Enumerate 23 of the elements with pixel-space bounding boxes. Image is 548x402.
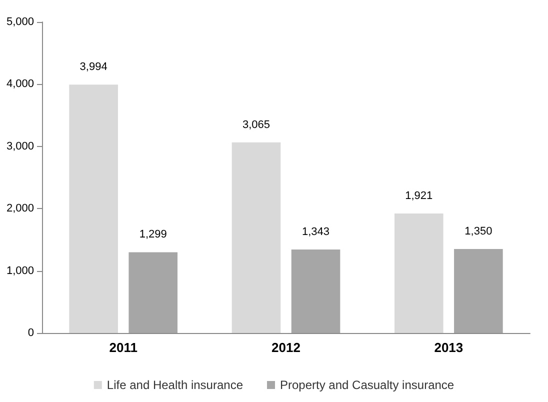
data-label: 1,299 <box>139 228 167 241</box>
y-tick-label: 3,000 <box>6 140 34 152</box>
y-tick-label: 5,000 <box>6 16 34 28</box>
y-tick-label: 4,000 <box>6 78 34 90</box>
data-label: 3,994 <box>80 61 108 74</box>
x-tick-label: 2011 <box>109 340 138 355</box>
bar <box>232 142 281 333</box>
y-tick-label: 1,000 <box>6 264 34 277</box>
x-tick-label: 2013 <box>434 340 464 355</box>
data-label: 1,921 <box>405 190 433 202</box>
bar <box>69 84 118 333</box>
data-label: 1,343 <box>302 226 330 238</box>
data-label: 1,350 <box>464 226 492 238</box>
y-tick-label: 0 <box>28 327 34 339</box>
bar <box>128 252 178 333</box>
legend-label: Property and Casualty insurance <box>280 378 454 392</box>
legend-label: Life and Health insurance <box>106 378 244 392</box>
x-tick-label: 2012 <box>272 340 300 355</box>
data-label: 3,065 <box>242 118 270 131</box>
bar <box>454 249 503 333</box>
bar <box>291 249 340 333</box>
bar <box>394 214 444 333</box>
y-tick-label: 2,000 <box>6 202 34 215</box>
